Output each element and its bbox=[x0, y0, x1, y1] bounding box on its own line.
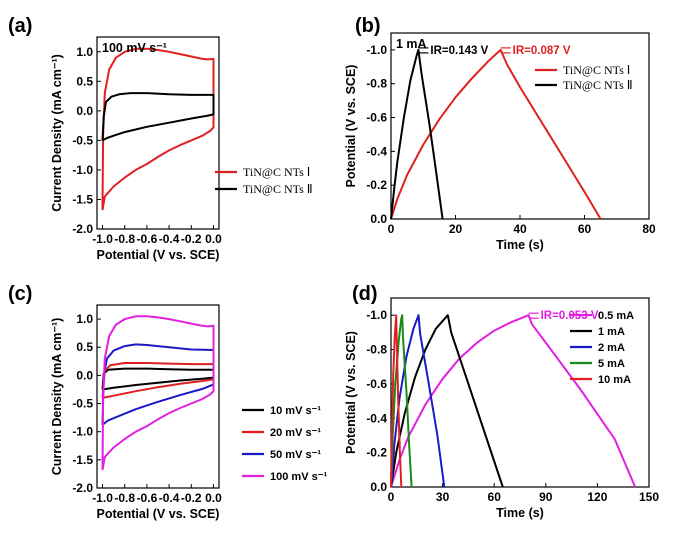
x-tick-label: -0.2 bbox=[181, 491, 202, 505]
series-line-2 bbox=[101, 343, 215, 426]
y-tick-label: -0.4 bbox=[366, 411, 387, 425]
x-tick-label: 0 bbox=[388, 490, 395, 504]
series-line-0 bbox=[390, 48, 602, 220]
series-line-1 bbox=[390, 314, 504, 488]
ir-annotation: IR=0.053 V bbox=[541, 310, 599, 322]
legend-label: 0.5 mA bbox=[598, 310, 634, 322]
legend-label: 2 mA bbox=[598, 342, 625, 354]
condition-label: 100 mV s⁻¹ bbox=[102, 41, 167, 55]
series-line-1 bbox=[101, 92, 215, 142]
x-axis-label: Time (s) bbox=[496, 506, 544, 520]
legend-label: TiN@C NTs Ⅱ bbox=[563, 78, 633, 92]
y-tick-label: 0.0 bbox=[76, 368, 93, 382]
panel-label: (d) bbox=[352, 283, 378, 305]
legend-label: 1 mA bbox=[598, 326, 625, 338]
y-axis-label: Potential (V vs. SCE) bbox=[344, 65, 358, 188]
x-tick-label: -0.2 bbox=[181, 232, 202, 246]
y-tick-label: -1.5 bbox=[72, 192, 93, 206]
y-tick-label: 0.0 bbox=[370, 480, 387, 494]
panel-a: -1.0 -0.8 -0.6 -0.4 -0.2 0.0-2.0-1.5-1.0-0.50… bbox=[8, 15, 313, 262]
y-tick-label: 0.5 bbox=[76, 340, 93, 354]
x-tick-label: -0.6 bbox=[137, 491, 158, 505]
plot-frame bbox=[96, 304, 220, 489]
plot-frame bbox=[390, 297, 650, 488]
legend-label: 20 mV s⁻¹ bbox=[270, 427, 321, 439]
y-tick-label: -0.2 bbox=[366, 178, 387, 192]
y-tick-label: -1.0 bbox=[72, 425, 93, 439]
legend-label: TiN@C NTs Ⅱ bbox=[243, 182, 313, 196]
y-tick-label: -0.2 bbox=[366, 446, 387, 460]
y-tick-label: 0.0 bbox=[76, 104, 93, 118]
y-tick-label: -1.0 bbox=[72, 163, 93, 177]
ir-annotation: IR=0.143 V bbox=[430, 45, 488, 57]
x-tick-label: -0.4 bbox=[159, 491, 180, 505]
series-line-0 bbox=[101, 47, 215, 211]
panel-b: 0 20 40 60 80 0.0 -0.2 -0.4 -0.6 -0.8 -1.0 Time (s)… bbox=[344, 15, 656, 252]
x-tick-label: 120 bbox=[587, 490, 607, 504]
x-tick-label: 90 bbox=[539, 490, 553, 504]
y-tick-label: -2.0 bbox=[72, 481, 93, 495]
y-tick-label: 0.0 bbox=[370, 212, 387, 226]
x-tick-label: 0.0 bbox=[205, 232, 222, 246]
panel-label: (c) bbox=[8, 283, 32, 305]
x-tick-label: -1.0 bbox=[92, 232, 113, 246]
y-tick-label: -0.6 bbox=[366, 377, 387, 391]
panel-label: (a) bbox=[8, 15, 32, 37]
y-tick-label: 1.0 bbox=[76, 312, 93, 326]
x-tick-label: -0.6 bbox=[137, 232, 158, 246]
x-tick-label: -0.8 bbox=[114, 232, 135, 246]
x-tick-label: -1.0 bbox=[92, 491, 113, 505]
x-axis-label: Potential (V vs. SCE) bbox=[97, 507, 220, 521]
y-tick-label: -0.6 bbox=[366, 111, 387, 125]
panel-c: -1.0 -0.8 -0.6 -0.4 -0.2 0.0-2.0-1.5-1.0-0.50… bbox=[8, 283, 328, 521]
legend-label: 50 mV s⁻¹ bbox=[270, 449, 321, 461]
x-tick-label: -0.8 bbox=[114, 491, 135, 505]
legend-label: TiN@C NTs Ⅰ bbox=[563, 63, 630, 77]
y-axis-label: Current Density (mA cm⁻¹) bbox=[50, 318, 64, 476]
y-tick-label: -0.5 bbox=[72, 397, 93, 411]
y-tick-label: -0.8 bbox=[366, 343, 387, 357]
y-tick-label: 1.0 bbox=[76, 45, 93, 59]
y-tick-label: -1.0 bbox=[366, 308, 387, 322]
y-tick-label: -0.5 bbox=[72, 133, 93, 147]
series-line-4 bbox=[390, 314, 403, 488]
legend-label: 100 mV s⁻¹ bbox=[270, 471, 328, 483]
legend-label: 5 mA bbox=[598, 358, 625, 370]
x-tick-label: 150 bbox=[639, 490, 659, 504]
y-axis-label: Potential (V vs. SCE) bbox=[344, 331, 358, 454]
x-tick-label: 40 bbox=[513, 222, 527, 236]
y-tick-label: -2.0 bbox=[72, 222, 93, 236]
panel-d: 0 30 60 90 120 150 0.0 -0.2 -0.4 -0.6 -0.8 -1.0 Time… bbox=[344, 283, 659, 520]
y-tick-label: -1.5 bbox=[72, 453, 93, 467]
x-tick-label: -0.4 bbox=[159, 232, 180, 246]
x-tick-label: 0.0 bbox=[205, 491, 222, 505]
y-tick-label: -0.4 bbox=[366, 144, 387, 158]
y-tick-label: 0.5 bbox=[76, 74, 93, 88]
series-line-3 bbox=[390, 314, 413, 488]
legend-label: TiN@C NTs Ⅰ bbox=[243, 165, 310, 179]
condition-label: 1 mA bbox=[396, 37, 427, 51]
series-line-1 bbox=[390, 48, 444, 220]
ir-annotation: IR=0.087 V bbox=[513, 45, 571, 57]
panel-label: (b) bbox=[355, 15, 381, 37]
x-tick-label: 80 bbox=[642, 222, 656, 236]
legend-label: 10 mA bbox=[598, 374, 631, 386]
x-tick-label: 60 bbox=[488, 490, 502, 504]
series-line-3 bbox=[101, 315, 215, 471]
legend-label: 10 mV s⁻¹ bbox=[270, 405, 321, 417]
series-line-2 bbox=[390, 314, 446, 488]
y-tick-label: -1.0 bbox=[366, 43, 387, 57]
series-line-0 bbox=[390, 314, 637, 488]
plot-frame bbox=[96, 36, 220, 230]
x-tick-label: 20 bbox=[449, 222, 463, 236]
x-axis-label: Potential (V vs. SCE) bbox=[97, 248, 220, 262]
x-axis-label: Time (s) bbox=[496, 238, 544, 252]
y-axis-label: Current Density (mA cm⁻¹) bbox=[50, 54, 64, 212]
x-tick-label: 60 bbox=[578, 222, 592, 236]
x-tick-label: 0 bbox=[388, 222, 395, 236]
x-tick-label: 30 bbox=[436, 490, 450, 504]
y-tick-label: -0.8 bbox=[366, 77, 387, 91]
